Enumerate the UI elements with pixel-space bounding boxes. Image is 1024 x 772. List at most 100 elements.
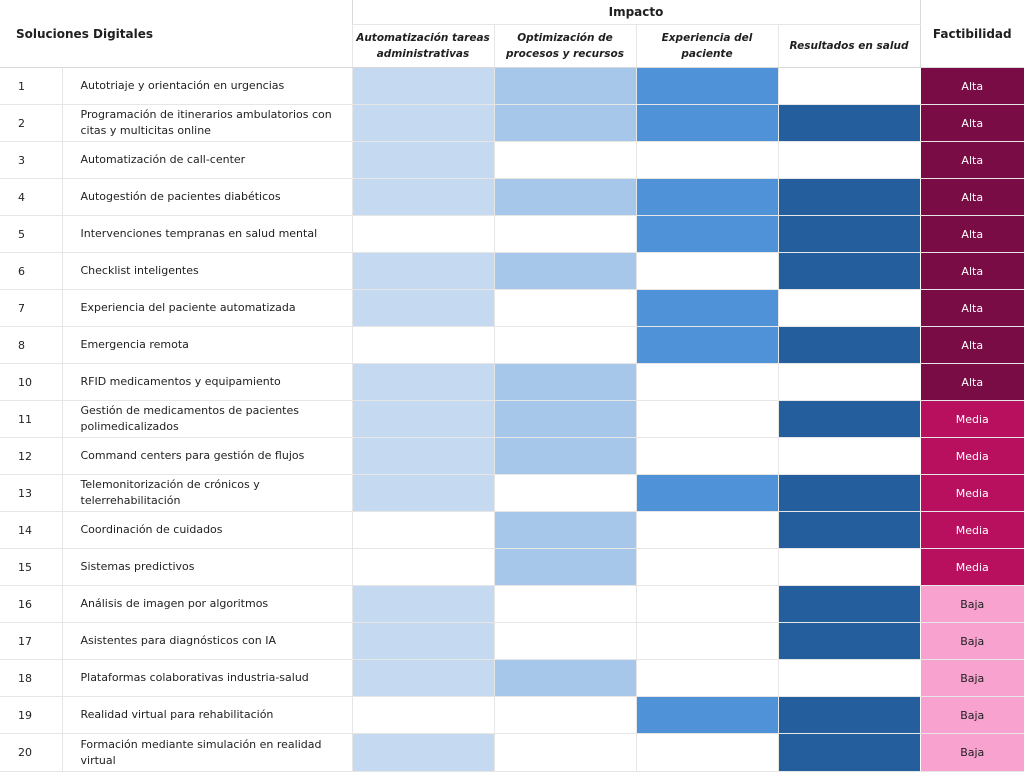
impact-cell-admin (351, 141, 494, 179)
solution-label: Automatización de call-center (61, 141, 352, 179)
feasibility-badge: Alta (919, 141, 1024, 179)
feasibility-badge: Alta (919, 215, 1024, 253)
impact-cell-process (493, 733, 636, 772)
impact-cell-health (777, 696, 920, 734)
impact-cell-patient (635, 141, 778, 179)
impact-cell-admin (351, 326, 494, 364)
impact-cell-health (777, 252, 920, 290)
feasibility-badge: Alta (919, 67, 1024, 105)
solution-label: Programación de itinerarios ambulatorios… (61, 104, 352, 142)
impact-cell-patient (635, 437, 778, 475)
table-row: 20 Formación mediante simulación en reali… (0, 733, 1024, 772)
row-number: 13 (0, 474, 62, 512)
impact-cell-process (493, 511, 636, 549)
impact-cell-patient (635, 104, 778, 142)
feasibility-badge: Alta (919, 363, 1024, 401)
table-row: 1 Autotriaje y orientación en urgencias Al… (0, 67, 1024, 105)
table-row: 2 Programación de itinerarios ambulatorio… (0, 104, 1024, 142)
impact-cell-admin (351, 437, 494, 475)
solution-label: Intervenciones tempranas en salud mental (61, 215, 352, 253)
feasibility-badge: Baja (919, 659, 1024, 697)
table-row: 13 Telemonitorización de crónicos y teler… (0, 474, 1024, 512)
table-row: 3 Automatización de call-center Alta (0, 141, 1024, 179)
impact-cell-patient (635, 326, 778, 364)
table-row: 12 Command centers para gestión de flujos… (0, 437, 1024, 475)
impact-cell-admin (351, 474, 494, 512)
table-title: Soluciones Digitales (0, 0, 352, 68)
feasibility-badge: Alta (919, 104, 1024, 142)
impact-cell-health (777, 474, 920, 512)
impact-cell-process (493, 326, 636, 364)
solution-label: Autogestión de pacientes diabéticos (61, 178, 352, 216)
solution-label: Análisis de imagen por algoritmos (61, 585, 352, 623)
solution-label: Coordinación de cuidados (61, 511, 352, 549)
impact-cell-admin (351, 548, 494, 586)
impact-cell-health (777, 437, 920, 475)
row-number: 20 (0, 733, 62, 772)
impact-cell-admin (351, 215, 494, 253)
feasibility-badge: Media (919, 511, 1024, 549)
solution-label: Gestión de medicamentos de pacientes pol… (61, 400, 352, 438)
impact-cell-patient (635, 548, 778, 586)
row-number: 15 (0, 548, 62, 586)
solution-label: Emergencia remota (61, 326, 352, 364)
impact-cell-process (493, 548, 636, 586)
feasibility-badge: Media (919, 400, 1024, 438)
impact-cell-process (493, 622, 636, 660)
row-number: 6 (0, 252, 62, 290)
impact-cell-admin (351, 363, 494, 401)
table-row: 8 Emergencia remota Alta (0, 326, 1024, 364)
impact-cell-admin (351, 400, 494, 438)
row-number: 12 (0, 437, 62, 475)
feasibility-header: Factibilidad (919, 0, 1024, 68)
solution-label: Realidad virtual para rehabilitación (61, 696, 352, 734)
row-number: 14 (0, 511, 62, 549)
row-number: 1 (0, 67, 62, 105)
solution-label: Plataformas colaborativas industria-salu… (61, 659, 352, 697)
impact-cell-patient (635, 585, 778, 623)
row-number: 5 (0, 215, 62, 253)
solution-label: Telemonitorización de crónicos y telerre… (61, 474, 352, 512)
impact-cell-health (777, 104, 920, 142)
impact-cell-health (777, 733, 920, 772)
impact-cell-patient (635, 67, 778, 105)
solution-label: Command centers para gestión de flujos (61, 437, 352, 475)
impact-cell-admin (351, 511, 494, 549)
solution-label: Experiencia del paciente automatizada (61, 289, 352, 327)
row-number: 19 (0, 696, 62, 734)
impact-cell-health (777, 67, 920, 105)
impact-cell-process (493, 474, 636, 512)
solution-label: Autotriaje y orientación en urgencias (61, 67, 352, 105)
impact-cell-patient (635, 215, 778, 253)
impact-cell-admin (351, 178, 494, 216)
impact-cell-process (493, 400, 636, 438)
impact-cell-admin (351, 622, 494, 660)
impact-cell-health (777, 511, 920, 549)
feasibility-badge: Baja (919, 696, 1024, 734)
row-number: 7 (0, 289, 62, 327)
row-number: 8 (0, 326, 62, 364)
impact-cell-health (777, 141, 920, 179)
impact-cell-process (493, 67, 636, 105)
impact-cell-patient (635, 511, 778, 549)
row-number: 4 (0, 178, 62, 216)
table-row: 15 Sistemas predictivos Media (0, 548, 1024, 586)
feasibility-badge: Baja (919, 622, 1024, 660)
table-row: 19 Realidad virtual para rehabilitación Ba… (0, 696, 1024, 734)
impact-cell-process (493, 437, 636, 475)
feasibility-badge: Media (919, 437, 1024, 475)
impact-cell-health (777, 585, 920, 623)
table-row: 6 Checklist inteligentes Alta (0, 252, 1024, 290)
impact-cell-patient (635, 696, 778, 734)
impact-cell-process (493, 252, 636, 290)
row-number: 17 (0, 622, 62, 660)
impact-cell-health (777, 622, 920, 660)
impact-group-header: Impacto (351, 0, 920, 25)
table-row: 11 Gestión de medicamentos de pacientes p… (0, 400, 1024, 438)
impact-cell-patient (635, 252, 778, 290)
impact-cell-admin (351, 585, 494, 623)
impact-cell-admin (351, 659, 494, 697)
solution-label: Formación mediante simulación en realida… (61, 733, 352, 772)
impact-cell-process (493, 363, 636, 401)
